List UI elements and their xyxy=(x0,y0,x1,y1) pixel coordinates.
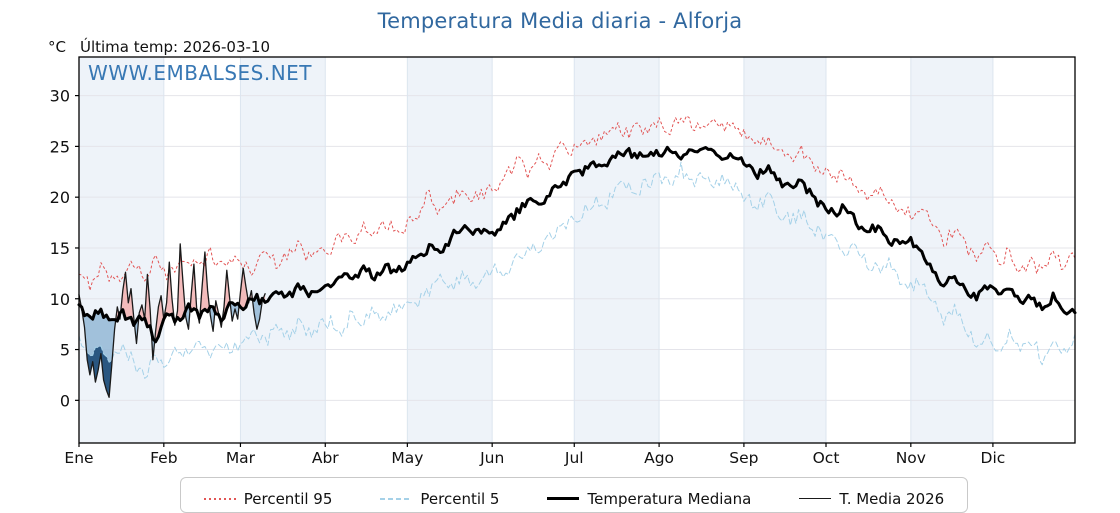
x-tick-label: Jun xyxy=(479,449,504,467)
percentil-5-line xyxy=(78,161,1076,379)
month-band xyxy=(407,57,493,443)
chart-title: Temperatura Media diaria - Alforja xyxy=(377,9,743,33)
legend-label: Temperatura Mediana xyxy=(587,489,752,508)
temperatura-mediana-line xyxy=(77,145,1077,344)
watermark: WWW.EMBALSES.NET xyxy=(88,61,313,85)
chart-legend: Percentil 95 Percentil 5 Temperatura Med… xyxy=(180,477,968,513)
plot-border xyxy=(78,56,1076,444)
month-band xyxy=(743,57,826,443)
temperature-chart: 0 5 10 15 20 25 30 Ene Feb Mar Abr May Jun Jul Ago Sep O… xyxy=(50,56,1077,467)
units-label: °C xyxy=(48,38,66,56)
percentil-5-line-sample xyxy=(380,497,413,500)
y-tick-label: 0 xyxy=(60,391,70,410)
percentil-95-line-sample xyxy=(203,497,236,500)
x-tick-label: Nov xyxy=(896,449,926,467)
x-tick-label: Abr xyxy=(312,449,339,467)
y-tick-label: 25 xyxy=(50,137,70,156)
legend-label: Percentil 95 xyxy=(243,489,333,508)
month-band xyxy=(574,57,660,443)
x-tick-label: Ago xyxy=(644,449,674,467)
y-tick-label: 30 xyxy=(50,87,70,106)
legend-item-percentil-5: Percentil 5 xyxy=(380,490,499,508)
temperature-chart-page: { "header": { "title": "Temperatura Medi… xyxy=(48,9,1077,513)
y-tick-label: 20 xyxy=(50,188,70,207)
y-tick-label: 10 xyxy=(50,290,70,309)
t-media-2026-line xyxy=(78,243,266,398)
x-tick-label: Jul xyxy=(564,449,584,467)
last-temp-label: Última temp: 2026-03-10 xyxy=(79,38,270,56)
chart-subtitle: °C Última temp: 2026-03-10 xyxy=(48,38,270,56)
month-band xyxy=(240,57,326,443)
month-band xyxy=(910,57,993,443)
x-tick-label: Feb xyxy=(150,449,177,467)
legend-item-mediana: Temperatura Mediana xyxy=(547,490,751,508)
x-tick-label: Mar xyxy=(226,449,256,467)
x-tick-label: Ene xyxy=(64,449,93,467)
legend-item-percentil-95: Percentil 95 xyxy=(203,489,333,508)
month-band xyxy=(79,57,164,443)
legend-label: Percentil 5 xyxy=(420,489,500,508)
percentil-95-line xyxy=(78,115,1076,291)
y-tick-label: 5 xyxy=(60,341,70,360)
x-tick-label: Sep xyxy=(729,449,758,467)
x-tick-label: Dic xyxy=(981,449,1006,467)
legend-item-t-media-2026: T. Media 2026 xyxy=(799,490,944,508)
y-tick-label: 15 xyxy=(50,239,70,258)
x-tick-label: May xyxy=(391,449,423,467)
legend-label: T. Media 2026 xyxy=(839,489,945,508)
x-tick-label: Oct xyxy=(813,449,840,467)
mediana-line-sample xyxy=(547,496,580,501)
t-media-2026-line-sample xyxy=(799,497,832,500)
